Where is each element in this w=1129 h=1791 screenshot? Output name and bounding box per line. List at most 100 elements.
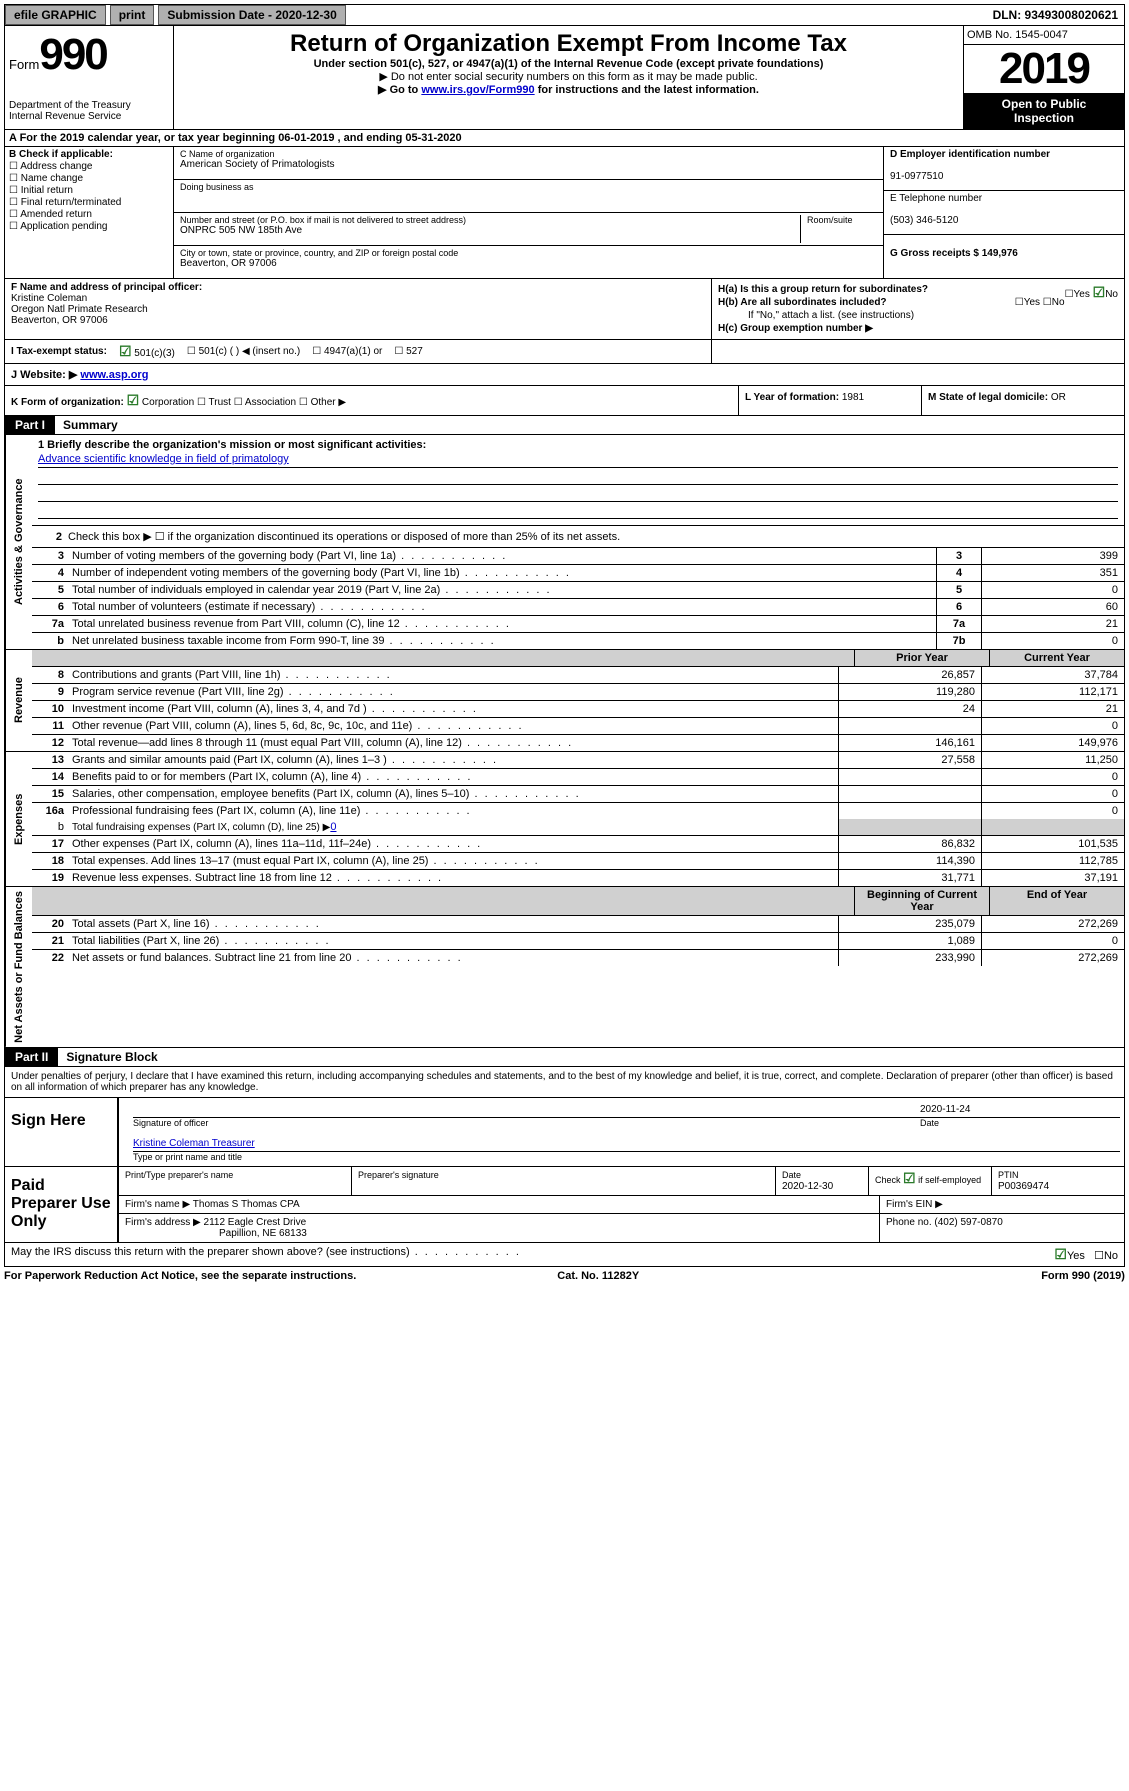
line-a-period: A For the 2019 calendar year, or tax yea…: [4, 130, 1125, 147]
exp-row-13: 13 Grants and similar amounts paid (Part…: [32, 752, 1124, 769]
j-label: J Website: ▶: [11, 369, 80, 381]
cb-application-pending[interactable]: ☐ Application pending: [9, 221, 169, 232]
footer-cat: Cat. No. 11282Y: [557, 1270, 639, 1282]
revenue-year-header: Prior Year Current Year: [32, 650, 1124, 667]
dept-label: Department of the Treasury Internal Reve…: [9, 100, 169, 122]
header-right: OMB No. 1545-0047 2019 Open to Public In…: [963, 26, 1124, 129]
form-header: Form990 Department of the Treasury Inter…: [4, 26, 1125, 130]
firm-addr-label: Firm's address ▶: [125, 1217, 201, 1228]
hb-no[interactable]: No: [1052, 297, 1065, 308]
q2-checkbox: 2Check this box ▶ ☐ if the organization …: [32, 526, 1124, 548]
g-gross: G Gross receipts $ 149,976: [890, 248, 1018, 259]
note2-pre: ▶ Go to: [378, 84, 421, 96]
part2-header: Part II Signature Block: [4, 1048, 1125, 1067]
exp-row-15: 15 Salaries, other compensation, employe…: [32, 786, 1124, 803]
print-button[interactable]: print: [110, 5, 155, 25]
paid-c2: Preparer's signature: [358, 1170, 439, 1180]
paid-date: 2020-12-30: [782, 1181, 833, 1192]
gov-row-7a: 7a Total unrelated business revenue from…: [32, 616, 1124, 633]
rev-row-11: 11 Other revenue (Part VIII, column (A),…: [32, 718, 1124, 735]
hb-yes[interactable]: Yes: [1024, 297, 1040, 308]
paid-c1: Print/Type preparer's name: [125, 1170, 233, 1180]
cb-initial-return[interactable]: ☐ Initial return: [9, 185, 169, 196]
paid-selfemployed[interactable]: Check ☑ if self-employed: [875, 1175, 981, 1185]
cb-address-change[interactable]: ☐ Address change: [9, 161, 169, 172]
k-corp[interactable]: ☑ Corporation: [127, 397, 195, 408]
exp-row-14: 14 Benefits paid to or for members (Part…: [32, 769, 1124, 786]
form-title: Return of Organization Exempt From Incom…: [178, 30, 959, 58]
block-bcde: B Check if applicable: ☐ Address change …: [4, 147, 1125, 279]
ha-no[interactable]: No: [1105, 289, 1118, 300]
k-trust[interactable]: ☐ Trust: [197, 397, 231, 408]
i-527[interactable]: ☐ 527: [394, 346, 422, 357]
f-addr2: Beaverton, OR 97006: [11, 315, 108, 326]
ha-yes[interactable]: Yes: [1074, 289, 1090, 300]
firm-ein-label: Firm's EIN ▶: [886, 1199, 943, 1210]
k-other[interactable]: ☐ Other ▶: [299, 397, 346, 408]
exp-16b-desc: Total fundraising expenses (Part IX, col…: [72, 822, 330, 833]
m-val: OR: [1051, 392, 1066, 403]
sig-name-label: Type or print name and title: [133, 1152, 1120, 1162]
row-i: I Tax-exempt status: ☑ 501(c)(3) ☐ 501(c…: [4, 340, 1125, 364]
f-name: Kristine Coleman: [11, 293, 87, 304]
rev-row-12: 12 Total revenue—add lines 8 through 11 …: [32, 735, 1124, 751]
discuss-yes[interactable]: Yes: [1067, 1250, 1085, 1262]
col-b-checkboxes: B Check if applicable: ☐ Address change …: [5, 147, 174, 278]
m-label: M State of legal domicile:: [928, 392, 1051, 403]
paid-preparer-label: Paid Preparer Use Only: [5, 1167, 119, 1242]
paid-preparer-block: Paid Preparer Use Only Print/Type prepar…: [4, 1167, 1125, 1243]
note-goto: ▶ Go to www.irs.gov/Form990 for instruct…: [178, 83, 959, 96]
l-val: 1981: [842, 392, 864, 403]
public-inspection: Open to Public Inspection: [964, 93, 1124, 129]
sig-date: 2020-11-24: [920, 1104, 1120, 1115]
footer-left: For Paperwork Reduction Act Notice, see …: [4, 1270, 356, 1282]
penalty-statement: Under penalties of perjury, I declare th…: [4, 1067, 1125, 1098]
part1-label: Part I: [5, 416, 55, 434]
exp-16b-val: 0: [330, 821, 336, 833]
footer-right: Form 990 (2019): [1041, 1270, 1125, 1282]
vlabel-netassets: Net Assets or Fund Balances: [5, 887, 32, 1047]
net-row-22: 22 Net assets or fund balances. Subtract…: [32, 950, 1124, 966]
sign-here-block: Sign Here 2020-11-24 Signature of office…: [4, 1098, 1125, 1167]
sig-officer-label: Signature of officer: [133, 1118, 920, 1128]
discuss-row: May the IRS discuss this return with the…: [4, 1243, 1125, 1267]
exp-row-18: 18 Total expenses. Add lines 13–17 (must…: [32, 853, 1124, 870]
ha-label: H(a) Is this a group return for subordin…: [718, 284, 928, 295]
row-fh: F Name and address of principal officer:…: [4, 279, 1125, 340]
paid-ptin: P00369474: [998, 1181, 1049, 1192]
col-h: H(a) Is this a group return for subordin…: [712, 279, 1124, 339]
cb-amended[interactable]: ☐ Amended return: [9, 209, 169, 220]
dln-label: DLN: 93493008020621: [993, 8, 1124, 22]
website-link[interactable]: www.asp.org: [80, 369, 148, 381]
row-j-website: J Website: ▶ www.asp.org: [4, 364, 1125, 386]
row-klm: K Form of organization: ☑ Corporation ☐ …: [4, 386, 1125, 416]
discuss-no[interactable]: No: [1104, 1250, 1118, 1262]
col-de: D Employer identification number 91-0977…: [883, 147, 1124, 278]
c-room-label: Room/suite: [807, 215, 877, 225]
cb-name-change[interactable]: ☐ Name change: [9, 173, 169, 184]
submission-date: Submission Date - 2020-12-30: [158, 5, 345, 25]
footer: For Paperwork Reduction Act Notice, see …: [4, 1267, 1125, 1285]
i-501c[interactable]: ☐ 501(c) ( ) ◀ (insert no.): [187, 346, 300, 357]
irs-link[interactable]: www.irs.gov/Form990: [421, 84, 534, 96]
section-revenue: Revenue Prior Year Current Year 8 Contri…: [4, 650, 1125, 752]
i-4947[interactable]: ☐ 4947(a)(1) or: [312, 346, 382, 357]
header-left: Form990 Department of the Treasury Inter…: [5, 26, 174, 129]
c-dba-label: Doing business as: [180, 182, 877, 192]
top-bar: efile GRAPHIC print Submission Date - 20…: [4, 4, 1125, 26]
paid-c3: Date: [782, 1170, 801, 1180]
form-subtitle: Under section 501(c), 527, or 4947(a)(1)…: [178, 58, 959, 70]
c-city: Beaverton, OR 97006: [180, 258, 877, 269]
exp-row-17: 17 Other expenses (Part IX, column (A), …: [32, 836, 1124, 853]
c-addr-label: Number and street (or P.O. box if mail i…: [180, 215, 794, 225]
rev-row-8: 8 Contributions and grants (Part VIII, l…: [32, 667, 1124, 684]
k-assoc[interactable]: ☐ Association: [234, 397, 296, 408]
q1-mission: 1 Briefly describe the organization's mi…: [32, 435, 1124, 526]
paid-ptin-label: PTIN: [998, 1170, 1019, 1180]
sign-here-label: Sign Here: [5, 1098, 119, 1166]
hdr-current-year: Current Year: [989, 650, 1124, 666]
i-501c3[interactable]: ☑ 501(c)(3): [119, 343, 175, 360]
form-prefix: Form: [9, 57, 39, 72]
note2-post: for instructions and the latest informat…: [535, 84, 759, 96]
cb-final-return[interactable]: ☐ Final return/terminated: [9, 197, 169, 208]
